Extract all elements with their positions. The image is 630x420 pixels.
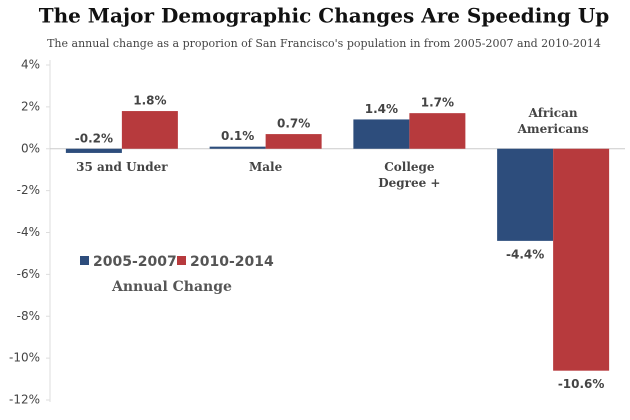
bar <box>65 148 122 153</box>
y-tick-label: -4% <box>17 225 40 239</box>
chart-subtitle: The annual change as a proporion of San … <box>47 37 601 50</box>
y-tick-label: -2% <box>17 183 40 197</box>
value-label: 1.7% <box>421 96 454 110</box>
legend-swatch <box>80 256 89 265</box>
chart-title: The Major Demographic Changes Are Speedi… <box>39 4 610 28</box>
legend-swatch <box>177 256 186 265</box>
bar <box>265 134 322 149</box>
x-tick-label: African Americans <box>517 105 589 136</box>
y-tick-label: -12% <box>9 393 40 407</box>
y-tick-label: -6% <box>17 267 40 281</box>
legend-label: 2005-2007 <box>93 254 177 270</box>
bar <box>121 111 178 149</box>
bar <box>209 146 266 149</box>
x-tick-label: 35 and Under <box>76 159 168 174</box>
y-tick-label: 2% <box>21 99 40 113</box>
value-label: -0.2% <box>75 131 113 145</box>
y-tick-label: 0% <box>21 141 40 155</box>
x-tick-label: College Degree + <box>378 159 441 190</box>
x-tick-label: Male <box>248 159 283 174</box>
bar <box>497 148 554 241</box>
bar <box>553 148 610 371</box>
y-tick-label: -8% <box>17 309 40 323</box>
value-label: 1.4% <box>365 102 398 116</box>
y-tick-label: 4% <box>21 58 40 72</box>
bar <box>353 119 410 149</box>
value-label: -10.6% <box>558 377 605 391</box>
value-label: 1.8% <box>133 94 166 108</box>
bar <box>409 113 466 149</box>
value-label: -4.4% <box>506 247 544 261</box>
legend-title: Annual Change <box>111 279 232 295</box>
y-tick-label: -10% <box>9 351 40 365</box>
legend-label: 2010-2014 <box>190 254 274 270</box>
value-label: 0.7% <box>277 117 310 131</box>
value-label: 0.1% <box>221 129 254 143</box>
